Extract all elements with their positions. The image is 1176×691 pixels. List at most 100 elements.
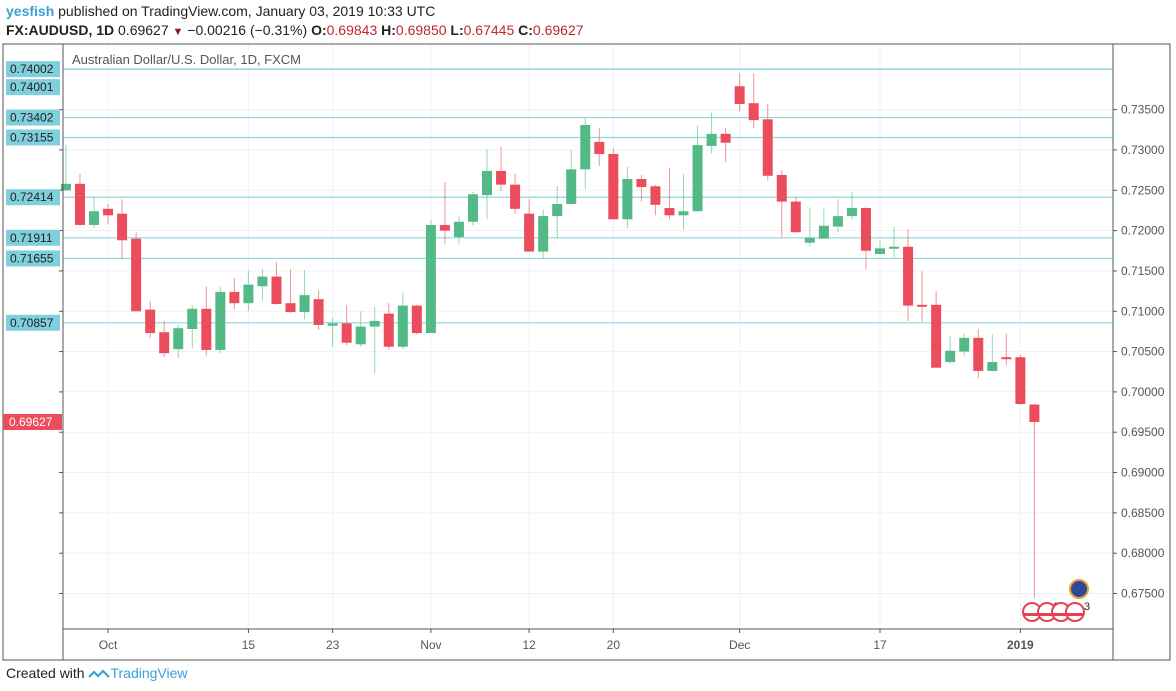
candle-down <box>917 304 928 307</box>
y-tick-label-right: 0.72500 <box>1121 183 1165 197</box>
price-label-bg-left <box>6 314 60 331</box>
y-tick-label-right: 0.70000 <box>1121 385 1165 399</box>
candle-down <box>720 133 731 143</box>
y-tick-label-right: 0.69000 <box>1121 466 1165 480</box>
candle-up <box>369 320 380 327</box>
y-tick-label-right: 0.71500 <box>1121 264 1165 278</box>
candle-up <box>987 362 998 371</box>
candle-down <box>285 303 296 313</box>
symbol-info: FX:AUDUSD, 1D 0.69627 ▼ −0.00216 (−0.31%… <box>6 22 584 40</box>
candle-down <box>973 337 984 371</box>
candle-down <box>117 213 128 241</box>
candle-down <box>608 154 619 220</box>
candle-up <box>243 284 254 304</box>
last-price: 0.69627 <box>118 22 169 38</box>
candle-up <box>355 326 366 345</box>
candle-down <box>439 224 450 231</box>
candle-down <box>1029 404 1040 422</box>
candle-down <box>229 291 240 304</box>
candle-down <box>313 299 324 325</box>
open-value: 0.69843 <box>326 22 378 38</box>
candle-up <box>552 204 563 217</box>
y-tick-label-right: 0.68500 <box>1121 506 1165 520</box>
candle-down <box>636 179 647 188</box>
price-label-bg-left <box>6 109 60 126</box>
candle-up <box>678 211 689 216</box>
x-tick-label: 17 <box>873 638 887 652</box>
candle-up <box>832 216 843 227</box>
price-label-bg-left <box>6 79 60 96</box>
y-tick-label-right: 0.69500 <box>1121 425 1165 439</box>
candle-up <box>846 208 857 217</box>
flag-stripe <box>1039 613 1055 616</box>
x-tick-label: Oct <box>99 638 118 652</box>
price-label-left: 0.73155 <box>10 130 54 144</box>
us-flag-event-icon <box>1065 602 1085 622</box>
low-value: 0.67445 <box>463 22 515 38</box>
candle-down <box>790 201 801 233</box>
candle-up <box>566 169 577 204</box>
price-label-bg-left <box>6 229 60 246</box>
author-link[interactable]: yesfish <box>6 3 55 19</box>
low-label: L: <box>450 22 464 38</box>
candle-down <box>411 305 422 334</box>
symbol: FX:AUDUSD, 1D <box>6 22 115 38</box>
chart-title: Australian Dollar/U.S. Dollar, 1D, FXCM <box>72 52 302 67</box>
candle-down <box>341 323 352 343</box>
candle-down <box>1015 357 1026 404</box>
candle-up <box>538 216 549 252</box>
y-tick-label-right: 0.70500 <box>1121 345 1165 359</box>
flag-stripe <box>1024 613 1040 616</box>
candle-up <box>959 337 970 352</box>
x-tick-label: 20 <box>607 638 621 652</box>
triangle-down-icon: ▼ <box>172 26 184 38</box>
candle-down <box>594 141 605 154</box>
tradingview-link[interactable]: TradingView <box>110 665 188 681</box>
close-label: C: <box>518 22 533 38</box>
candle-up <box>622 179 633 220</box>
candle-up <box>580 124 591 170</box>
candle-up <box>327 323 338 326</box>
open-label: O: <box>311 22 327 38</box>
candle-down <box>74 183 85 225</box>
candle-up <box>453 221 464 238</box>
au-flag-event-icon <box>1069 579 1089 599</box>
candle-down <box>931 304 942 368</box>
candle-up <box>397 305 408 347</box>
candle-up <box>299 295 310 313</box>
high-label: H: <box>381 22 396 38</box>
price-label-bg-left <box>6 250 60 267</box>
publish-info: yesfish published on TradingView.com, Ja… <box>6 3 435 19</box>
price-label-left: 0.73402 <box>10 111 54 125</box>
tradingview-logo-icon <box>88 669 111 679</box>
x-tick-label: 23 <box>326 638 340 652</box>
last-price-label: 0.69627 <box>9 415 53 429</box>
candle-up <box>889 246 900 249</box>
x-tick-label: Nov <box>420 638 441 652</box>
event-count: 3 <box>1084 601 1090 613</box>
candle-up <box>706 133 717 146</box>
price-label-left: 0.71655 <box>10 251 54 265</box>
publish-text: published on TradingView.com, January 03… <box>58 3 436 19</box>
candle-down <box>1001 357 1012 360</box>
candle-up <box>89 211 100 225</box>
candle-down <box>510 184 521 209</box>
candle-up <box>60 183 71 191</box>
x-tick-label: 2019 <box>1007 638 1034 652</box>
candle-down <box>271 276 282 304</box>
flag-stripe <box>1067 613 1083 616</box>
close-value: 0.69627 <box>532 22 584 38</box>
candle-down <box>860 208 871 251</box>
candle-down <box>159 332 170 354</box>
x-tick-label: 15 <box>242 638 256 652</box>
footer: Created with TradingView <box>6 665 188 681</box>
y-tick-label-right: 0.73500 <box>1121 103 1165 117</box>
candle-down <box>903 246 914 306</box>
candle-up <box>425 224 436 334</box>
price-label-left: 0.74001 <box>10 80 54 94</box>
candle-up <box>467 194 478 222</box>
candle-up <box>804 237 815 243</box>
price-label-bg-left <box>6 189 60 206</box>
price-label-bg-left <box>6 129 60 146</box>
